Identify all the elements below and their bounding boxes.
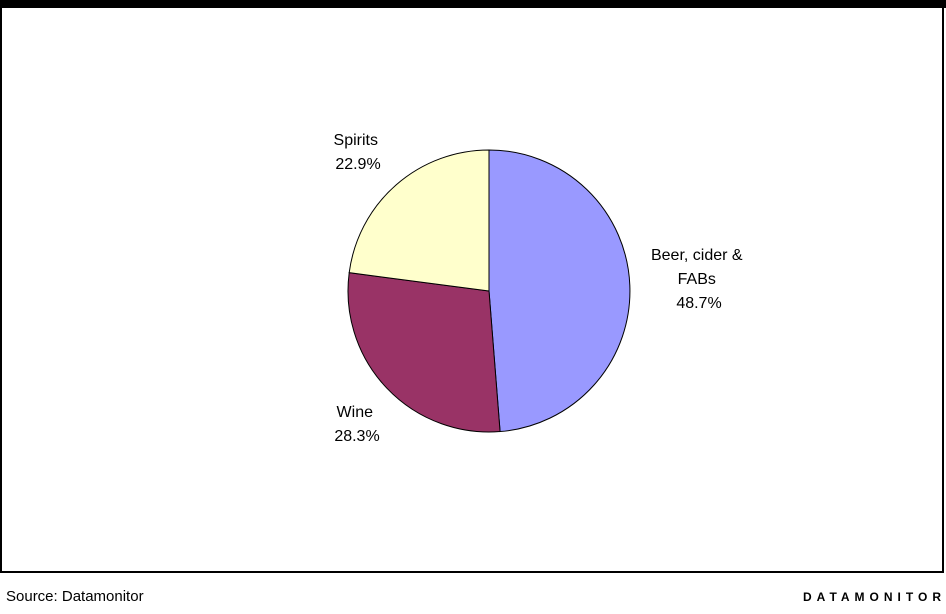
slice-label-wine: Wine 28.3% bbox=[334, 404, 379, 445]
source-note: Source: Datamonitor bbox=[6, 588, 144, 605]
pie-slices bbox=[347, 149, 631, 433]
slice-label-beer: Beer, cider & FABs 48.7% bbox=[651, 247, 747, 312]
brand-logo: DATAMONITOR bbox=[803, 590, 946, 604]
chart-frame bbox=[0, 8, 944, 573]
pie-slice-wine bbox=[347, 272, 501, 433]
top-bar bbox=[0, 0, 946, 8]
pie-slice-beer bbox=[488, 149, 631, 433]
pie-labels: Beer, cider & FABs 48.7% Wine 28.3% Spir… bbox=[334, 132, 747, 445]
pie-chart: Beer, cider & FABs 48.7% Wine 28.3% Spir… bbox=[334, 132, 747, 445]
pie-slice-spirits bbox=[348, 149, 490, 292]
slice-label-spirits: Spirits 22.9% bbox=[334, 132, 383, 173]
